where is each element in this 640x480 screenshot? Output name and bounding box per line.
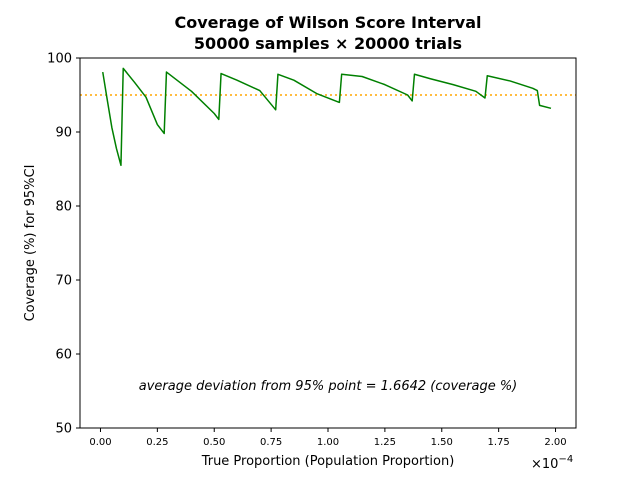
y-tick-label: 100: [47, 52, 72, 67]
y-tick-label: 90: [55, 126, 72, 141]
x-tick-label: 0.00: [89, 437, 111, 448]
x-axis-ticks: 0.00 0.25 0.50 0.75 1.00 1.25 1.50 1.75 2.00: [89, 428, 567, 448]
x-axis-label: True Proportion (Population Proportion): [201, 454, 455, 469]
x-tick-label: 1.00: [317, 437, 339, 448]
y-tick-label: 50: [55, 422, 72, 437]
plot-frame: [79, 57, 577, 429]
average-deviation-annotation: average deviation from 95% point = 1.664…: [139, 379, 518, 394]
x-axis-offset-base: ×10: [531, 457, 558, 472]
x-tick-label: 0.25: [146, 437, 168, 448]
x-tick-label: 0.50: [203, 437, 225, 448]
y-axis-ticks: 50 60 70 80 90 100: [47, 52, 80, 437]
chart-title-line-1: Coverage of Wilson Score Interval: [175, 13, 482, 32]
y-tick-label: 80: [55, 200, 72, 215]
x-tick-label: 1.25: [374, 437, 396, 448]
y-axis-label: Coverage (%) for 95%CI: [23, 165, 38, 322]
x-tick-label: 2.00: [544, 437, 566, 448]
x-tick-label: 1.75: [488, 437, 510, 448]
y-tick-label: 70: [55, 274, 72, 289]
x-axis-offset-exponent: −4: [558, 454, 573, 465]
x-tick-label: 0.75: [260, 437, 282, 448]
y-tick-label: 60: [55, 348, 72, 363]
chart-title-line-2: 50000 samples × 20000 trials: [194, 34, 462, 53]
x-axis-offset-label: ×10−4: [531, 454, 573, 472]
plot-area: [80, 67, 576, 167]
x-tick-label: 1.50: [431, 437, 453, 448]
coverage-series-line: [102, 67, 552, 167]
